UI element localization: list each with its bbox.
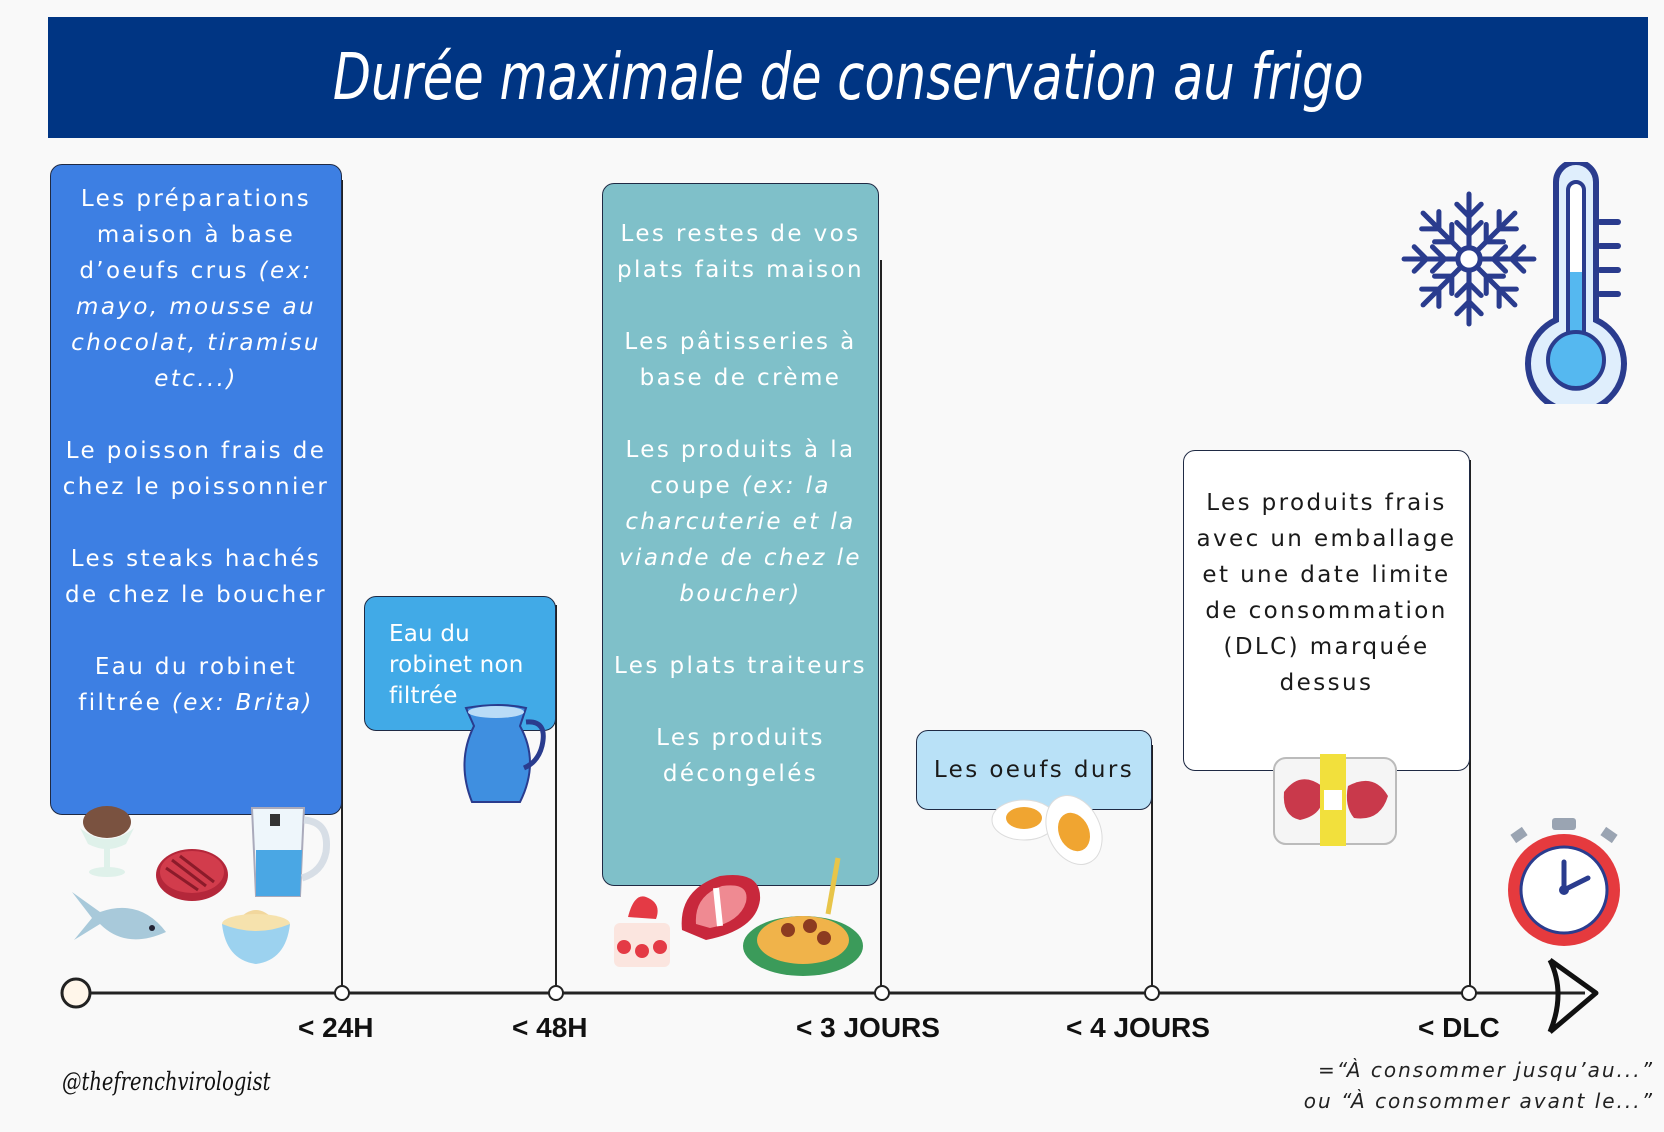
dlc-note: =“À consommer jusqu’au...” ou “À consomm… (1304, 1055, 1654, 1117)
card-3-jours: Les restes de vos plats faits maison Les… (602, 183, 879, 886)
card-24h-item-raw-eggs: Les préparations maison à base d’oeufs c… (71, 186, 321, 392)
t-bone-steak-icon (681, 875, 761, 940)
card-3j-item-leftovers: Les restes de vos plats faits maison (616, 221, 864, 283)
fish-icon (72, 892, 166, 940)
title-banner: Durée maximale de conservation au frigo (48, 17, 1648, 138)
author-handle: @thefrenchvirologist (62, 1067, 271, 1096)
card-3j-item-deli: Les produits à la coupe (ex: la charcute… (619, 437, 862, 607)
tick-label-4-jours: < 4 JOURS (1066, 1012, 1210, 1043)
card-24h-item-filtered-water: Eau du robinet filtrée (ex: Brita) (78, 654, 314, 716)
water-pitcher-icon (463, 704, 546, 803)
dlc-note-line2: ou “À consommer avant le...” (1303, 1089, 1654, 1113)
tick-label-dlc: < DLC (1418, 1012, 1500, 1043)
tick-dot-24h (334, 985, 350, 1001)
card-4j-text: Les oeufs durs (933, 757, 1135, 783)
tick-dot-3j (874, 985, 890, 1001)
steak-icon (156, 849, 228, 901)
card-3j-item-pastries: Les pâtisseries à base de crème (624, 329, 857, 391)
meat-package-icon (1273, 754, 1397, 846)
tick-label-3-jours: < 3 JOURS (796, 1012, 940, 1043)
dlc-note-line1: =“À consommer jusqu’au...” (1318, 1058, 1654, 1082)
stopwatch-icon (1508, 818, 1620, 946)
tick-dot-dlc (1461, 985, 1477, 1001)
boiled-eggs-icon (991, 795, 1103, 865)
card-24h-item-steaks: Les steaks hachés de chez le boucher (65, 546, 327, 608)
card-3j-item-traiteur: Les plats traiteurs (614, 653, 867, 679)
snowflake-icon (1398, 191, 1540, 330)
card-dlc-text: Les produits frais avec un emballage et … (1196, 490, 1457, 696)
filter-jug-icon (250, 807, 331, 897)
card-4-jours: Les oeufs durs (916, 730, 1152, 810)
ice-cream-cup-icon (80, 806, 134, 877)
strawberry-cake-icon (614, 896, 670, 967)
card-24h-item-fish: Le poisson frais de chez le poissonnier (62, 438, 330, 500)
card-24h: Les préparations maison à base d’oeufs c… (50, 164, 342, 815)
tick-label-24h: < 24H (298, 1012, 374, 1043)
thermometer-icon (1525, 162, 1627, 404)
mayo-bowl-icon (222, 910, 290, 964)
page-title: Durée maximale de conservation au frigo (332, 40, 1364, 115)
card-dlc: Les produits frais avec un emballage et … (1183, 450, 1470, 771)
timeline-start (60, 977, 92, 1009)
arrow-head-icon (1547, 957, 1599, 1034)
tick-dot-4j (1144, 985, 1160, 1001)
tick-label-48h: < 48H (512, 1012, 588, 1043)
spaghetti-plate-icon (743, 857, 863, 976)
card-48h-text: Eau du robinet non filtrée (389, 621, 524, 709)
card-3j-item-thawed: Les produits décongelés (656, 725, 825, 787)
tick-dot-48h (548, 985, 564, 1001)
